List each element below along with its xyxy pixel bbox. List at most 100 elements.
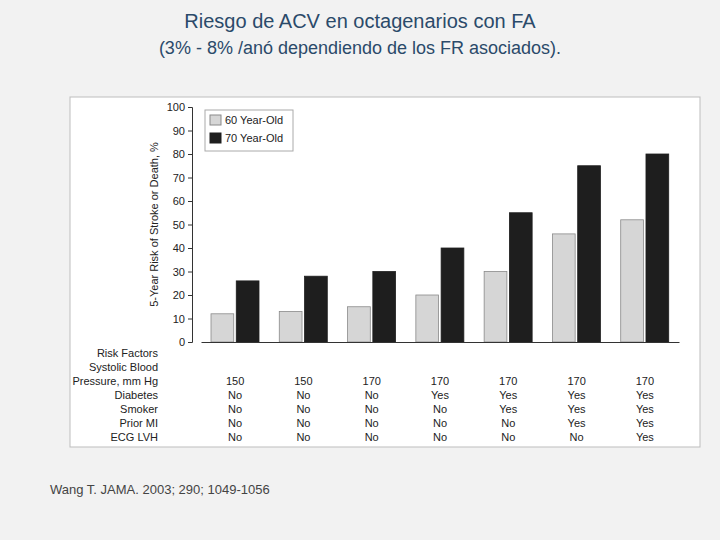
bar xyxy=(646,154,669,342)
y-tick-label: 100 xyxy=(167,101,185,113)
legend: 60 Year-Old 70 Year-Old xyxy=(205,110,293,151)
row-value: No xyxy=(433,403,447,415)
row-value: Yes xyxy=(568,403,586,415)
row-value: No xyxy=(501,417,515,429)
y-tick: 80 xyxy=(173,148,192,160)
row-label: ECG LVH xyxy=(111,431,159,443)
y-tick-label: 0 xyxy=(179,336,185,348)
row-value: Yes xyxy=(499,403,517,415)
legend-swatch xyxy=(210,133,221,143)
row-value: No xyxy=(433,431,447,443)
row-label: Prior MI xyxy=(120,417,159,429)
y-tick-label: 40 xyxy=(173,242,185,254)
row-value: Yes xyxy=(636,417,654,429)
y-tick-mark xyxy=(188,225,192,226)
row-value: 170 xyxy=(567,375,585,387)
row-value: Yes xyxy=(499,389,517,401)
row-value: Yes xyxy=(636,431,654,443)
bar xyxy=(305,276,328,342)
row-value: No xyxy=(296,431,310,443)
row-value: Yes xyxy=(568,389,586,401)
y-axis-title: 5-Year Risk of Stroke or Death, % xyxy=(148,142,160,307)
subtitle: (3% - 8% /anó dependiendo de los FR asoc… xyxy=(159,38,561,58)
row-value: Yes xyxy=(636,403,654,415)
y-tick-mark xyxy=(188,319,192,320)
y-tick: 50 xyxy=(173,219,192,231)
bar xyxy=(552,234,575,342)
bar xyxy=(441,248,464,342)
y-tick-mark xyxy=(188,272,192,273)
y-tick-label: 80 xyxy=(173,148,185,160)
row-value: No xyxy=(228,389,242,401)
y-tick-mark xyxy=(188,107,192,108)
x-axis xyxy=(202,342,680,344)
y-tick-mark xyxy=(188,178,192,179)
y-tick: 10 xyxy=(173,313,192,325)
y-tick-label: 60 xyxy=(173,195,185,207)
row-value: 170 xyxy=(431,375,449,387)
legend-box xyxy=(205,110,293,151)
row-value: No xyxy=(365,403,379,415)
row-label: Smoker xyxy=(120,403,158,415)
y-tick: 60 xyxy=(173,195,192,207)
bar xyxy=(373,272,396,343)
bar xyxy=(621,220,644,342)
legend-label: 60 Year-Old xyxy=(225,114,283,126)
row-value: Yes xyxy=(431,389,449,401)
legend-swatch xyxy=(210,115,221,125)
row-value: 170 xyxy=(363,375,381,387)
row-value: 150 xyxy=(226,375,244,387)
row-value: No xyxy=(228,403,242,415)
row-value: No xyxy=(365,417,379,429)
row-value: No xyxy=(228,431,242,443)
bar xyxy=(416,295,439,342)
y-tick-label: 70 xyxy=(173,172,185,184)
y-tick: 0 xyxy=(179,336,192,348)
y-tick-label: 10 xyxy=(173,313,185,325)
background xyxy=(0,0,720,540)
bar xyxy=(211,314,234,342)
y-tick: 90 xyxy=(173,125,192,137)
y-tick-label: 20 xyxy=(173,289,185,301)
y-tick-mark xyxy=(188,248,192,249)
row-value: Yes xyxy=(636,389,654,401)
y-axis: 0 10 20 30 40 50 60 70 80 90 100 xyxy=(167,101,193,348)
row-value: 150 xyxy=(294,375,312,387)
row-value: No xyxy=(365,431,379,443)
row-label: Diabetes xyxy=(115,389,159,401)
y-tick-mark xyxy=(188,295,192,296)
legend-label: 70 Year-Old xyxy=(225,132,283,144)
y-tick-label: 90 xyxy=(173,125,185,137)
row-label: Pressure, mm Hg xyxy=(72,375,158,387)
chart-panel xyxy=(70,97,700,447)
row-value: 170 xyxy=(636,375,654,387)
bars xyxy=(211,154,669,342)
y-tick: 40 xyxy=(173,242,192,254)
risk-factor-table: Risk FactorsSystolic BloodPressure, mm H… xyxy=(72,347,654,443)
y-tick: 30 xyxy=(173,266,192,278)
y-tick-mark xyxy=(188,201,192,202)
y-tick-mark xyxy=(188,342,192,343)
y-axis-line xyxy=(188,108,193,343)
row-value: No xyxy=(296,389,310,401)
row-value: No xyxy=(365,389,379,401)
row-value: Yes xyxy=(568,417,586,429)
row-value: No xyxy=(228,417,242,429)
row-value: No xyxy=(501,431,515,443)
y-tick-mark xyxy=(188,154,192,155)
y-tick-label: 50 xyxy=(173,219,185,231)
row-value: No xyxy=(433,417,447,429)
slide: Riesgo de ACV en octagenarios con FA (3% … xyxy=(0,0,720,540)
x-axis-line xyxy=(202,342,680,343)
bar xyxy=(279,311,302,342)
row-value: 170 xyxy=(499,375,517,387)
row-value: No xyxy=(296,417,310,429)
bar xyxy=(484,272,507,343)
y-tick-mark xyxy=(188,131,192,132)
bar xyxy=(578,166,601,342)
bar xyxy=(348,307,371,342)
row-value: No xyxy=(570,431,584,443)
y-tick: 100 xyxy=(167,101,192,113)
bar xyxy=(236,281,259,342)
title: Riesgo de ACV en octagenarios con FA xyxy=(184,10,536,32)
